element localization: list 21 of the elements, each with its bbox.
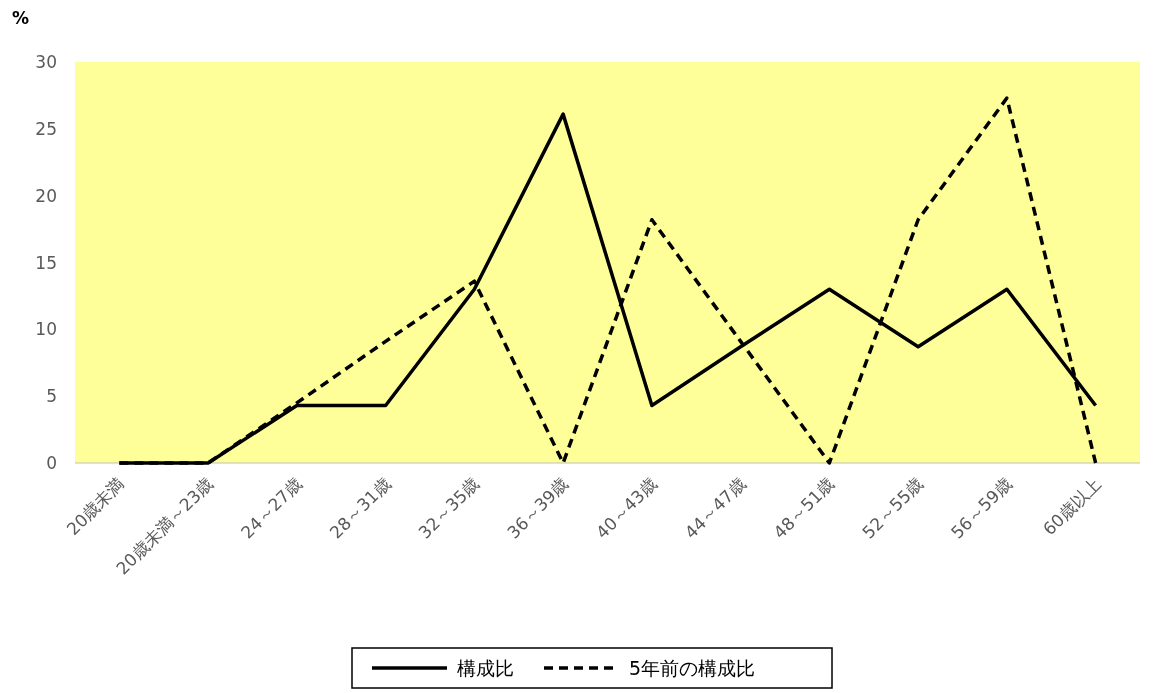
x-tick-label: 36～39歳 [503, 473, 572, 543]
y-tick-label: 10 [35, 319, 57, 340]
y-tick-label: 5 [46, 386, 57, 407]
y-tick-label: 30 [35, 52, 57, 72]
y-tick-label: 20 [35, 185, 57, 206]
x-tick-label: 32～35歳 [414, 473, 484, 543]
legend-label: 構成比 [457, 657, 514, 679]
y-tick-label: 15 [35, 252, 57, 273]
legend-label: 5年前の構成比 [629, 657, 756, 679]
y-tick-label: 0 [46, 453, 57, 473]
x-tick-label: 24～27歳 [236, 473, 306, 543]
x-tick-label: 20歳未満 [62, 473, 129, 540]
x-tick-label: 60歳以上 [1038, 473, 1105, 540]
y-tick-label: 25 [35, 118, 57, 139]
x-tick-label: 40～43歳 [591, 473, 661, 543]
x-tick-label: 28～31歳 [325, 473, 395, 543]
x-tick-label: 52～55歳 [858, 473, 927, 543]
x-tick-label: 48～51歳 [769, 473, 839, 543]
y-axis-title: % [12, 8, 30, 28]
x-tick-label: 44～47歳 [680, 473, 750, 543]
x-tick-label: 56～59歳 [946, 473, 1016, 543]
